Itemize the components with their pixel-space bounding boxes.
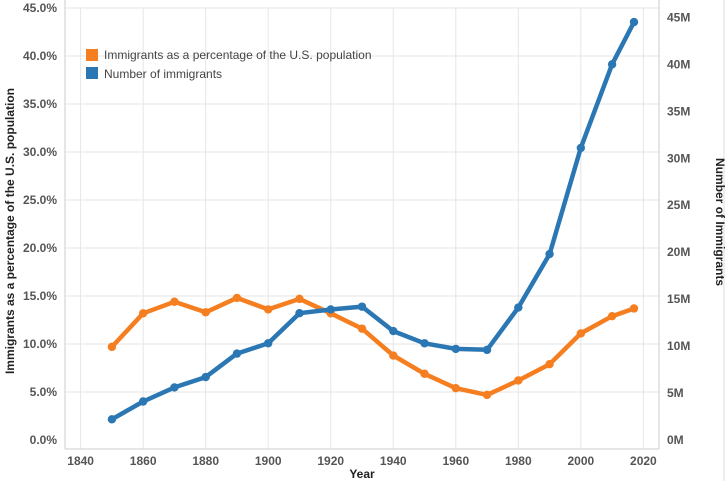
y-right-tick-label: 20M: [667, 245, 690, 259]
data-point-number: [201, 372, 210, 382]
y-left-tick-label: 15.0%: [23, 289, 57, 303]
data-point-percentage: [514, 376, 523, 385]
data-point-percentage: [264, 305, 273, 314]
y-right-tick-label: 25M: [667, 198, 690, 212]
y-left-tick-label: 45.0%: [23, 1, 57, 15]
data-point-number: [451, 344, 460, 354]
legend: Immigrants as a percentage of the U.S. p…: [86, 48, 372, 81]
data-point-percentage: [482, 390, 492, 400]
data-point-number: [482, 345, 492, 355]
series-line-number: [109, 19, 637, 422]
data-point-percentage: [545, 359, 554, 369]
data-point-percentage: [451, 383, 460, 393]
series-percentage: [107, 293, 639, 400]
data-point-number: [545, 249, 554, 259]
x-tick-label: 1980: [505, 454, 532, 468]
data-point-number: [326, 305, 335, 314]
data-point-number: [607, 60, 617, 69]
series: [107, 17, 639, 424]
y-left-tick-label: 35.0%: [23, 97, 57, 111]
x-tick-label: 1940: [380, 454, 407, 468]
data-point-number: [264, 339, 273, 348]
y-right-tick-label: 0M: [667, 433, 684, 447]
x-tick-label: 1860: [130, 454, 157, 468]
x-tick-label: 2020: [630, 454, 657, 468]
y-left-tick-label: 25.0%: [23, 193, 57, 207]
y-left-tick-label: 10.0%: [23, 337, 57, 351]
x-tick-labels: 1840 1860 1880 1900 1920 1940 1960 1980 2000 2020: [67, 454, 657, 468]
data-point-percentage: [357, 324, 367, 333]
x-tick-label: 1920: [317, 454, 344, 468]
y-left-tick-label: 5.0%: [30, 385, 58, 399]
data-point-number: [629, 17, 639, 27]
data-point-number: [514, 303, 523, 312]
data-point-percentage: [107, 342, 117, 352]
data-point-number: [295, 309, 304, 318]
data-point-percentage: [170, 297, 179, 306]
series-number: [107, 17, 639, 424]
y-right-tick-labels: 0M 5M 10M 15M 20M 25M 30M 35M 40M 45M: [667, 10, 690, 447]
data-point-number: [232, 349, 242, 358]
y-right-tick-label: 30M: [667, 151, 690, 165]
data-point-number: [138, 397, 148, 406]
y-left-tick-label: 20.0%: [23, 241, 57, 255]
y-right-tick-label: 15M: [667, 292, 690, 306]
data-point-percentage: [607, 311, 617, 321]
y-left-axis-title: Immigrants as a percentage of the U.S. p…: [3, 88, 17, 374]
data-point-percentage: [138, 309, 148, 318]
axes: [64, 0, 725, 481]
x-axis-title: Year: [349, 467, 375, 481]
data-point-number: [107, 415, 117, 424]
data-point-percentage: [295, 294, 304, 304]
data-point-number: [170, 383, 179, 392]
x-tick-label: 2000: [567, 454, 594, 468]
grid: [65, 7, 659, 449]
data-point-number: [420, 339, 429, 348]
data-point-percentage: [232, 293, 242, 303]
x-tick-label: 1880: [192, 454, 219, 468]
y-left-tick-labels: 0.0% 5.0% 10.0% 15.0% 20.0% 25.0% 30.0% 35.0% 40…: [23, 1, 57, 447]
data-point-percentage: [201, 308, 210, 317]
x-tick-label: 1900: [255, 454, 282, 468]
y-left-tick-label: 30.0%: [23, 145, 57, 159]
legend-label-percentage: Immigrants as a percentage of the U.S. p…: [104, 48, 372, 62]
data-point-number: [389, 326, 398, 336]
x-tick-label: 1960: [442, 454, 469, 468]
data-point-number: [357, 302, 367, 311]
data-point-percentage: [420, 369, 429, 378]
legend-swatch-percentage: [86, 49, 98, 61]
legend-swatch-number: [86, 67, 98, 79]
data-point-number: [576, 143, 586, 153]
y-right-tick-label: 45M: [667, 10, 690, 24]
y-right-tick-label: 5M: [667, 386, 684, 400]
y-right-tick-label: 40M: [667, 57, 690, 71]
y-right-tick-label: 10M: [667, 339, 690, 353]
data-point-percentage: [389, 351, 398, 360]
legend-label-number: Number of immigrants: [104, 67, 222, 81]
data-point-percentage: [576, 329, 586, 338]
y-left-tick-label: 0.0%: [30, 433, 58, 447]
x-tick-label: 1840: [67, 454, 94, 468]
y-right-axis-title: Number of Immigrants: [713, 158, 725, 286]
data-point-percentage: [629, 304, 639, 313]
y-right-tick-label: 35M: [667, 104, 690, 118]
series-line-percentage: [109, 295, 637, 398]
y-left-tick-label: 40.0%: [23, 49, 57, 63]
